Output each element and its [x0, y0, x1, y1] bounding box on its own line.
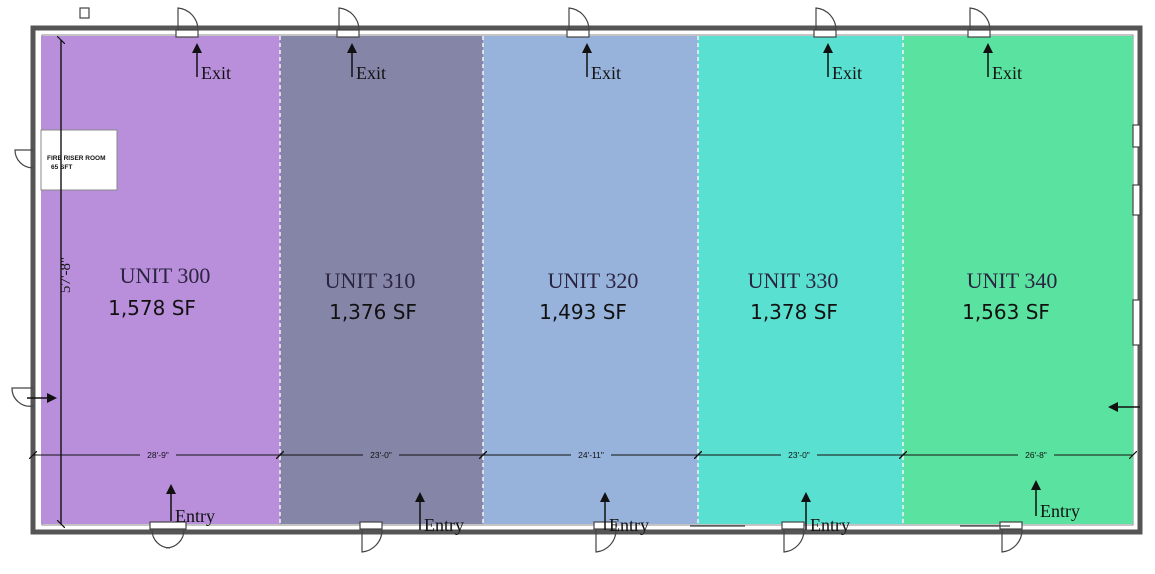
entry-label: Entry [1040, 501, 1080, 521]
bottom-doors [149, 521, 1023, 553]
unit-330-area-label: 1,378 SF [750, 300, 838, 324]
exit-label: Exit [832, 63, 862, 83]
entry-label: Entry [175, 506, 215, 526]
unit-310-name: UNIT 310 [325, 268, 416, 293]
unit-330-name: UNIT 330 [748, 268, 839, 293]
unit-300-width: 28'-9" [147, 450, 169, 460]
unit-320-area[interactable] [483, 36, 698, 524]
unit-340-name: UNIT 340 [967, 268, 1058, 293]
unit-320-width: 24'-11" [578, 450, 604, 460]
unit-dividers [279, 36, 904, 524]
exit-labels: Exit Exit Exit Exit Exit [192, 43, 1022, 83]
unit-340-width: 26'-8" [1025, 450, 1047, 460]
exit-label: Exit [992, 63, 1022, 83]
unit-320-area-label: 1,493 SF [539, 300, 627, 324]
entry-label: Entry [810, 515, 850, 535]
unit-310-width: 23'-0" [370, 450, 392, 460]
entry-label: Entry [609, 515, 649, 535]
width-dimension-labels: 28'-9" 23'-0" 24'-11" 23'-0" 26'-8" [140, 449, 1054, 460]
unit-310-area[interactable] [280, 36, 483, 524]
building-outline [30, 25, 1143, 535]
entry-labels: Entry Entry Entry Entry Entry [166, 480, 1080, 535]
unit-310-area-label: 1,376 SF [329, 300, 417, 324]
unit-320-name: UNIT 320 [548, 268, 639, 293]
unit-340-area-label: 1,563 SF [962, 300, 1050, 324]
unit-300-area[interactable] [41, 36, 280, 524]
fire-riser-room [40, 129, 118, 191]
unit-300-area-label: 1,578 SF [108, 296, 196, 320]
fire-riser-label: FIRE RISER ROOM [47, 155, 106, 162]
depth-dimension-label: 57'-8" [58, 257, 74, 293]
unit-340-area[interactable] [903, 36, 1133, 524]
entry-label: Entry [424, 515, 464, 535]
unit-330-area[interactable] [698, 36, 903, 524]
exit-label: Exit [591, 63, 621, 83]
exit-label: Exit [356, 63, 386, 83]
side-doors [11, 124, 1141, 407]
top-doors [79, 7, 991, 38]
unit-300-name: UNIT 300 [120, 263, 211, 288]
exit-label: Exit [201, 63, 231, 83]
unit-330-width: 23'-0" [788, 450, 810, 460]
